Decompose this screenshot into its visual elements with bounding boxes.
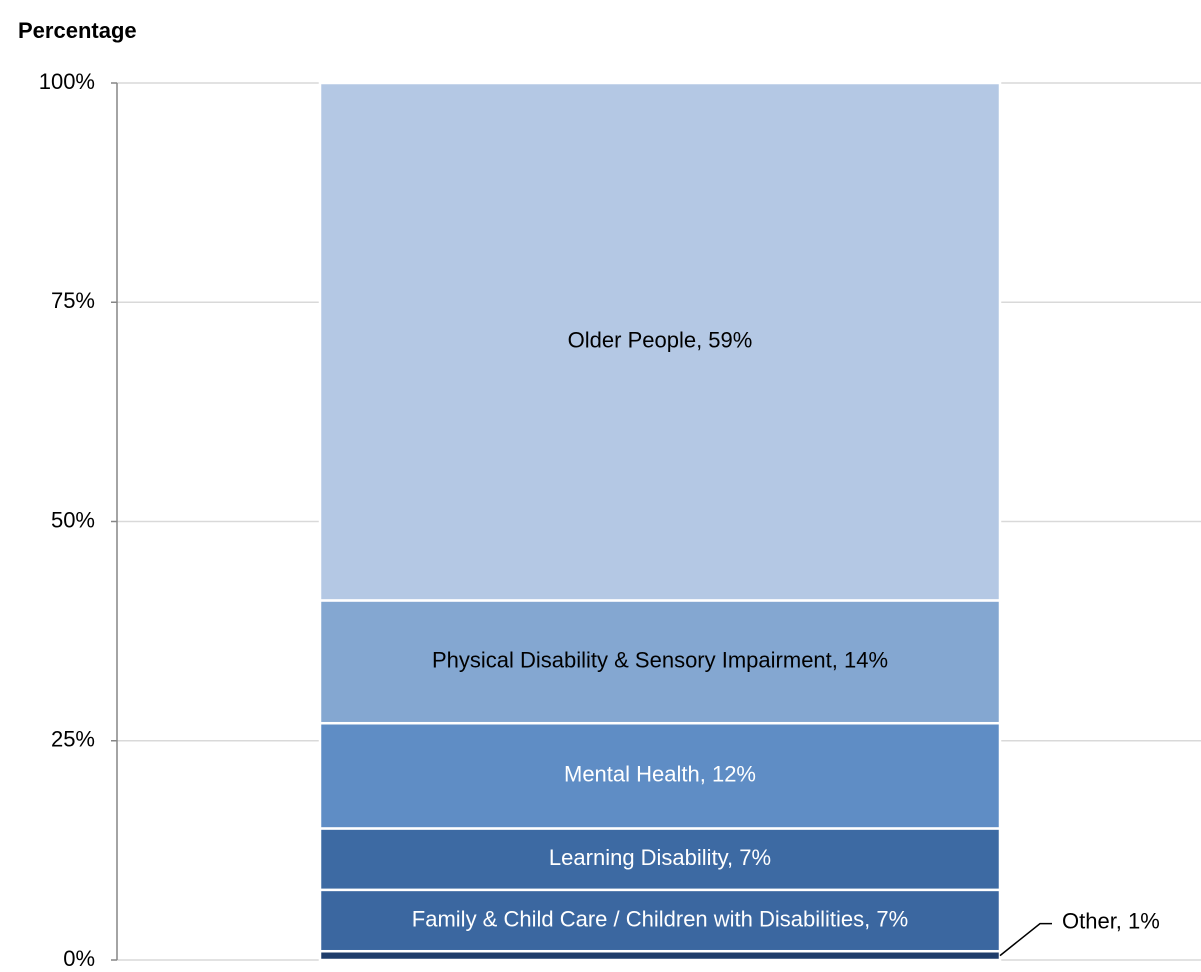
- data-label: Older People, 59%: [568, 328, 753, 353]
- y-tick-label: 25%: [51, 727, 95, 752]
- bar-segment: [318, 81, 1002, 602]
- leader-line: [999, 922, 1052, 957]
- data-label: Other, 1%: [1062, 908, 1160, 933]
- y-tick-label: 100%: [39, 69, 95, 94]
- y-axis-title: Percentage: [18, 18, 137, 43]
- bar-segment: [318, 888, 1002, 953]
- data-label: Family & Child Care / Children with Disa…: [412, 906, 908, 931]
- bar-segment: [318, 721, 1002, 830]
- bar-segment: [318, 599, 1002, 725]
- y-tick-label: 75%: [51, 288, 95, 313]
- y-tick-label: 0%: [63, 946, 95, 967]
- bar-segment: [318, 949, 1002, 962]
- data-label: Mental Health, 12%: [564, 762, 756, 787]
- bar-segment: [318, 827, 1002, 892]
- data-label: Physical Disability & Sensory Impairment…: [432, 648, 888, 673]
- data-label: Learning Disability, 7%: [549, 845, 771, 870]
- y-tick-label: 50%: [51, 507, 95, 532]
